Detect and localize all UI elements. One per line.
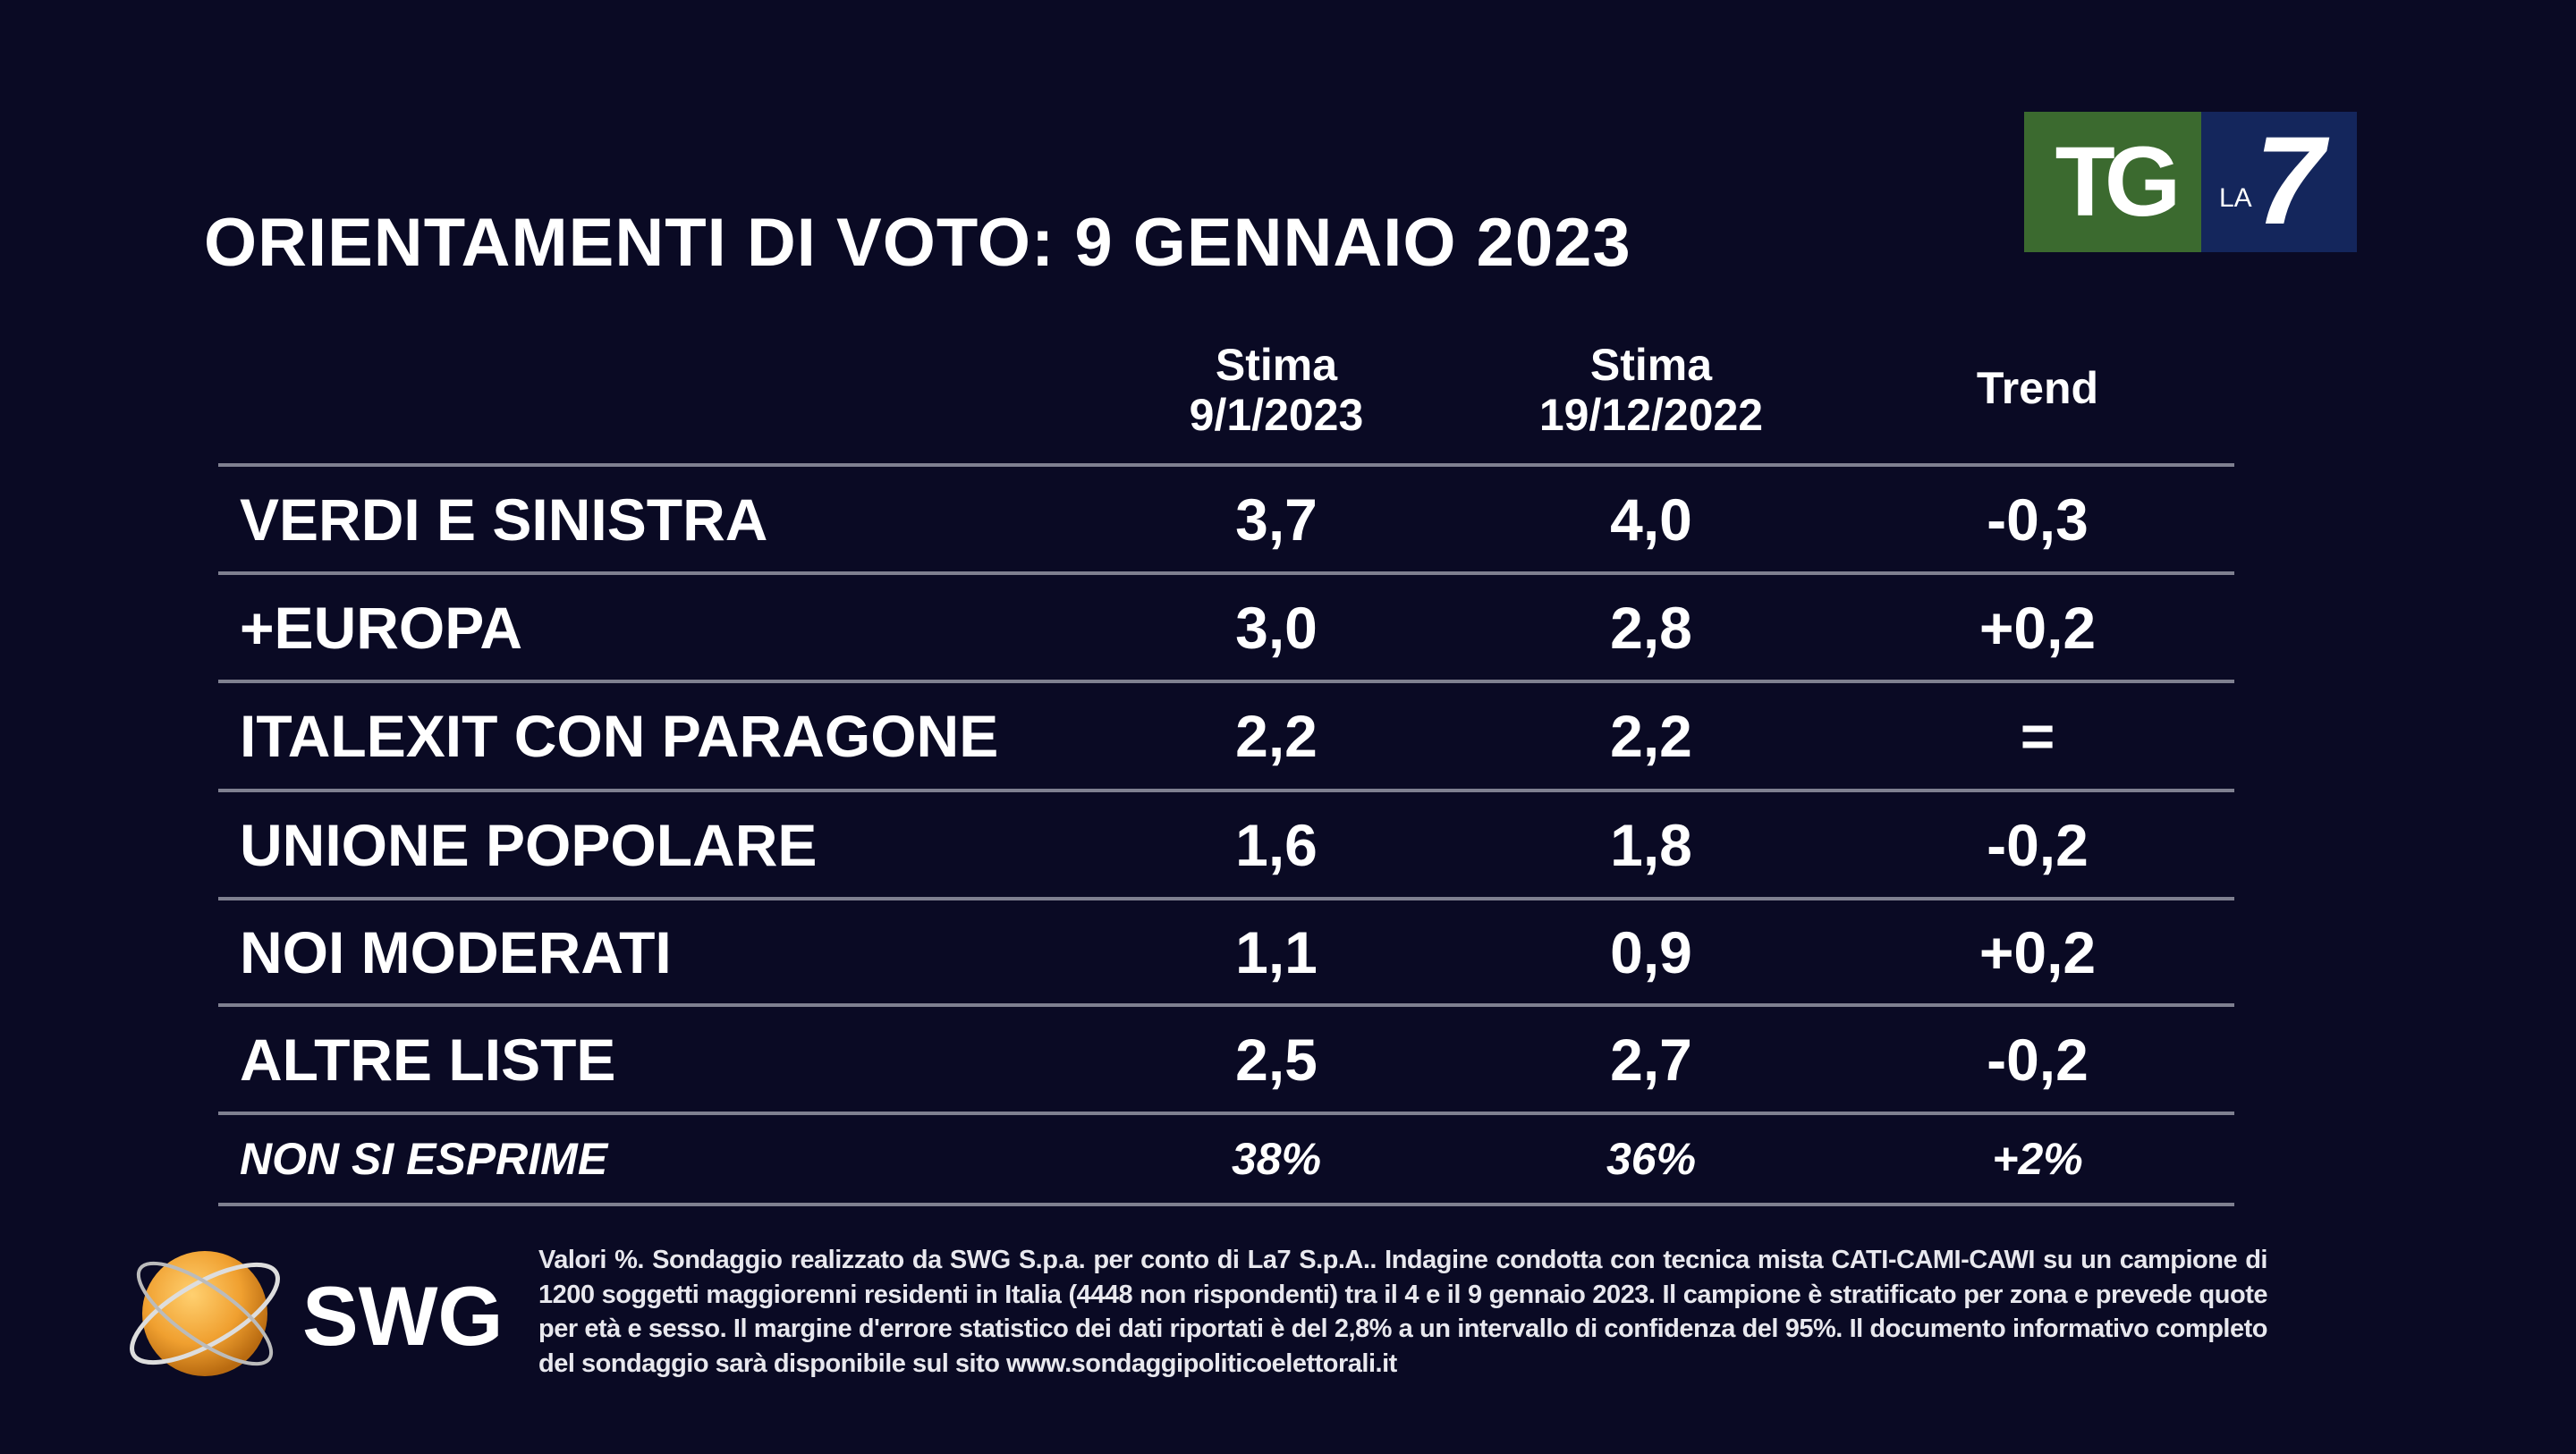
current-value: 2,2: [1235, 703, 1318, 769]
current-value: 3,7: [1235, 486, 1318, 553]
header-line: 9/1/2023: [1189, 390, 1364, 440]
row-divider: [218, 463, 2234, 467]
party-name: VERDI E SINISTRA: [240, 486, 768, 553]
table-row: +EUROPA 3,0 2,8 +0,2: [218, 573, 2234, 681]
trend-value: +0,2: [1979, 594, 2097, 661]
party-name: UNIONE POPOLARE: [240, 811, 818, 878]
header-line: Stima: [1215, 340, 1338, 390]
table-row: NOI MODERATI 1,1 0,9 +0,2: [218, 899, 2234, 1005]
swg-logo-text: SWG: [302, 1269, 504, 1363]
party-name: +EUROPA: [240, 594, 523, 661]
trend-value: +2%: [1992, 1134, 2083, 1184]
header-line: 19/12/2022: [1538, 390, 1764, 440]
row-divider: [218, 789, 2234, 792]
footnote: Valori %. Sondaggio realizzato da SWG S.…: [538, 1246, 2268, 1378]
party-name: ALTRE LISTE: [240, 1026, 616, 1093]
previous-value: 0,9: [1610, 918, 1692, 985]
current-value: 3,0: [1235, 594, 1318, 661]
trend-value: -0,3: [1987, 486, 2089, 553]
header-trend: Trend: [1850, 363, 2225, 413]
row-divider: [218, 1003, 2234, 1007]
trend-value: -0,2: [1987, 811, 2089, 878]
table-row: VERDI E SINISTRA 3,7 4,0 -0,3: [218, 465, 2234, 573]
previous-value: 2,2: [1610, 703, 1692, 769]
table-row: ALTRE LISTE 2,5 2,7 -0,2: [218, 1005, 2234, 1113]
header-previous: Stima 19/12/2022: [1463, 340, 1839, 440]
table-row: UNIONE POPOLARE 1,6 1,8 -0,2: [218, 790, 2234, 899]
header-line: Trend: [1976, 363, 2099, 413]
current-value: 1,1: [1235, 918, 1318, 985]
row-divider: [218, 1112, 2234, 1115]
trend-value: +0,2: [1979, 918, 2097, 985]
table-row: NON SI ESPRIME 38% 36% +2%: [218, 1113, 2234, 1205]
current-value: 2,5: [1235, 1026, 1318, 1093]
current-value: 1,6: [1235, 811, 1318, 878]
previous-value: 1,8: [1610, 811, 1692, 878]
previous-value: 4,0: [1610, 486, 1692, 553]
previous-value: 36%: [1606, 1134, 1697, 1184]
previous-value: 2,7: [1610, 1026, 1692, 1093]
trend-value: -0,2: [1987, 1026, 2089, 1093]
header-current: Stima 9/1/2023: [1089, 340, 1464, 440]
page-title: ORIENTAMENTI DI VOTO: 9 GENNAIO 2023: [204, 205, 1631, 281]
swg-globe-icon: [130, 1251, 280, 1376]
header-line: Stima: [1589, 340, 1713, 390]
tg-la7-logo: TG LA 7: [2024, 110, 2357, 252]
trend-value: =: [2020, 703, 2055, 769]
party-name: ITALEXIT CON PARAGONE: [240, 703, 999, 769]
row-divider: [218, 680, 2234, 683]
row-divider: [218, 897, 2234, 900]
party-name: NOI MODERATI: [240, 918, 672, 985]
party-name: NON SI ESPRIME: [240, 1134, 608, 1184]
current-value: 38%: [1231, 1134, 1322, 1184]
previous-value: 2,8: [1610, 594, 1692, 661]
row-divider: [218, 571, 2234, 575]
row-divider: [218, 1203, 2234, 1206]
table-row: ITALEXIT CON PARAGONE 2,2 2,2 =: [218, 681, 2234, 790]
